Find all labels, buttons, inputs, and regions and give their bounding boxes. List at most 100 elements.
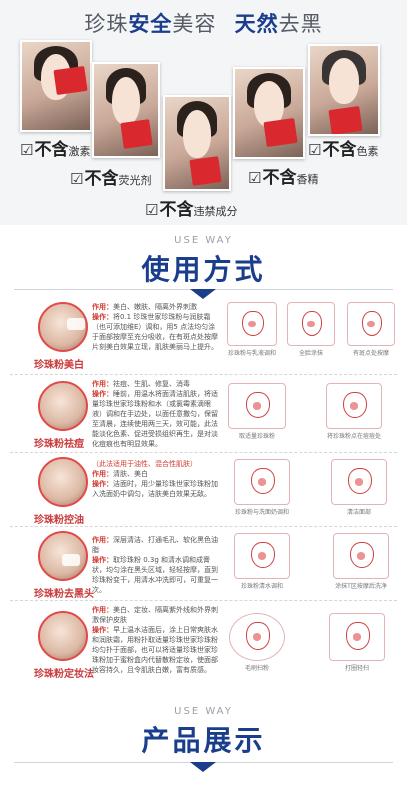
usage-step: 清洁面部 [322, 459, 396, 516]
usage-steps: 珍珠粉清水调和 涂抹T区按摩后洗净 [222, 533, 400, 597]
step-caption: 珍珠粉与洗面奶调和 [234, 509, 289, 516]
method-key: 操作： [92, 556, 113, 564]
headline-part: 去黑 [278, 12, 323, 36]
method-text: 取珍珠粉 0.3g 和清水调和成膏状，均匀涂在黑头区域，轻轻按摩，直到珍珠粉变干… [92, 556, 218, 594]
step-caption: 珍珠粉与乳液调和 [227, 350, 276, 357]
method-key: 操作： [92, 480, 113, 488]
section-subtitle: USE WAY [174, 706, 233, 717]
effect-key: 作用： [92, 536, 113, 544]
headline-part: 天然 [234, 12, 279, 36]
check-icon: ☑ [308, 141, 322, 159]
section-title: 产品展示 [141, 724, 266, 757]
label-big: 不含 [34, 140, 69, 160]
usage-step: 有斑点处按摩 [342, 302, 400, 357]
usage-row-oil-control: 珍珠粉控油 （此法适用于油性、混合性肌肤） 作用：清肤、美白 操作：洁面时，用少… [0, 455, 407, 527]
usage-row-description: 作用：祛痘、生肌、修复、消毒 操作：睡前，用温水将面清洁肌肤，将适量珍珠世家珍珠… [92, 379, 220, 449]
effect-text: 深层清洁、打通毛孔、软化黑色油脂 [92, 536, 218, 554]
usage-row-acne: 珍珠粉祛痘 作用：祛痘、生肌、修复、消毒 操作：睡前，用温水将面清洁肌肤，将适量… [0, 377, 407, 453]
usage-step: 涂抹T区按摩后洗净 [322, 533, 400, 590]
no-banned-ingredients-label: ☑ 不含 违禁成分 [145, 195, 237, 220]
label-big: 不含 [262, 168, 297, 188]
effect-key: 作用： [92, 470, 113, 478]
effect-key: 作用： [92, 606, 113, 614]
no-pigment-label: ☑ 不含 色素 [308, 135, 378, 160]
usage-step: 毛刷扫粉 [222, 613, 292, 672]
usage-row-title: 珍珠粉控油 [34, 515, 84, 526]
effect-key: 作用： [92, 303, 113, 311]
usage-steps: 取适量珍珠粉 将珍珠粉点在痘痘处 [222, 383, 400, 449]
usage-row-title: 珍珠粉定妆法 [34, 669, 94, 680]
model-photo-5 [308, 44, 380, 136]
blackhead-photo [38, 531, 88, 581]
chevron-down-icon [190, 289, 216, 299]
whitening-photo [38, 302, 88, 352]
step-caption: 打圈轻扫 [344, 665, 369, 672]
step-caption: 取适量珍珠粉 [238, 433, 275, 440]
step-caption: 清洁面部 [346, 509, 371, 516]
usage-row-description: 作用：美白、定妆、隔离紫外线和外界刺激保护皮肤 操作：早上温水洁面后，涂上日常爽… [92, 605, 220, 675]
usage-step: 取适量珍珠粉 [222, 383, 292, 440]
oil-control-photo [38, 457, 88, 507]
model-photo-4 [233, 67, 305, 159]
effect-key: 作用： [92, 380, 113, 388]
method-key: 操作： [92, 626, 113, 634]
promo-banner: 珍珠安全美容 天然去黑 ☑ 不含 激素 ☑ 不含 荧光剂 ☑ 不含 违禁成分 ☑ [0, 0, 407, 225]
usage-step: 珍珠粉清水调和 [222, 533, 302, 590]
banner-headline: 珍珠安全美容 天然去黑 [0, 8, 407, 38]
step-caption: 有斑点处按摩 [352, 350, 389, 357]
usage-steps: 毛刷扫粉 打圈轻扫 [222, 613, 400, 679]
model-photo-3 [163, 95, 231, 191]
usage-step: 将珍珠粉点在痘痘处 [312, 383, 396, 440]
usage-row-setting: 珍珠粉定妆法 作用：美白、定妆、隔离紫外线和外界刺激保护皮肤 操作：早上温水洁面… [0, 603, 407, 691]
step-caption: 毛刷扫粉 [244, 665, 269, 672]
method-text: 将0.1 珍珠世家珍珠粉与润肤霜（也可添加维E）调和，用5 点法均匀涂于面部按摩… [92, 313, 218, 351]
usage-steps: 珍珠粉与洗面奶调和 清洁面部 [222, 459, 400, 523]
setting-photo [38, 611, 88, 661]
label-small: 违禁成分 [193, 205, 238, 218]
method-text: 早上温水洁面后，涂上日常爽肤水和润肤霜，用粉扑取适量珍珠世家珍珠粉均匀扑于面部，… [92, 626, 218, 674]
usage-step: 珍珠粉与洗面奶调和 [222, 459, 302, 516]
step-caption: 全脸涂抹 [298, 350, 323, 357]
model-photo-1 [20, 40, 92, 132]
step-caption: 将珍珠粉点在痘痘处 [326, 433, 381, 440]
usage-row-description: （此法适用于油性、混合性肌肤） 作用：清肤、美白 操作：洁面时，用少量珍珠世家珍… [92, 459, 220, 499]
effect-text: 美白、嫩肤、隔离外界刺激 [113, 303, 197, 311]
label-small: 香精 [296, 173, 319, 186]
method-key: 操作： [92, 313, 113, 321]
effect-text: 美白、定妆、隔离紫外线和外界刺激保护皮肤 [92, 606, 218, 624]
usage-row-title: 珍珠粉美白 [34, 360, 84, 371]
usage-row-whitening: 珍珠粉美白 作用：美白、嫩肤、隔离外界刺激 操作：将0.1 珍珠世家珍珠粉与润肤… [0, 300, 407, 375]
usage-steps: 珍珠粉与乳液调和 全脸涂抹 有斑点处按摩 [222, 302, 400, 372]
usage-row-description: 作用：深层清洁、打通毛孔、软化黑色油脂 操作：取珍珠粉 0.3g 和清水调和成膏… [92, 535, 220, 595]
no-hormone-label: ☑ 不含 激素 [20, 135, 90, 160]
check-icon: ☑ [70, 170, 84, 188]
section-subtitle: USE WAY [174, 235, 233, 246]
label-small: 激素 [68, 145, 91, 158]
chevron-down-icon [190, 762, 216, 772]
label-big: 不含 [159, 200, 194, 220]
usage-row-title: 珍珠粉去黑头 [34, 589, 94, 600]
effect-text: 清肤、美白 [113, 470, 148, 478]
step-caption: 涂抹T区按摩后洗净 [335, 583, 387, 590]
label-small: 荧光剂 [118, 174, 152, 187]
label-big: 不含 [84, 169, 119, 189]
effect-text: 祛痘、生肌、修复、消毒 [113, 380, 190, 388]
method-key: 操作： [92, 390, 113, 398]
step-caption: 珍珠粉清水调和 [240, 583, 283, 590]
no-fluorescent-label: ☑ 不含 荧光剂 [70, 164, 151, 189]
usage-row-description: 作用：美白、嫩肤、隔离外界刺激 操作：将0.1 珍珠世家珍珠粉与润肤霜（也可添加… [92, 302, 220, 352]
headline-part: 美容 [172, 12, 217, 36]
check-icon: ☑ [145, 201, 159, 219]
label-small: 色素 [356, 145, 379, 158]
method-text: 洁面时，用少量珍珠世家珍珠粉加入洗面奶中调匀，洁肤美白效果无敌。 [92, 480, 218, 498]
section-title: 使用方式 [141, 253, 266, 286]
label-big: 不含 [322, 140, 357, 160]
headline-part: 珍珠 [84, 12, 129, 36]
method-text: 睡前，用温水将面清洁肌肤，将适量珍珠世家珍珠粉和水（或氯霉素滴眼液）调和在手边处… [92, 390, 218, 448]
usage-section-header: USE WAY 使用方式 [0, 235, 407, 288]
check-icon: ☑ [20, 141, 34, 159]
usage-row-blackhead: 珍珠粉去黑头 作用：深层清洁、打通毛孔、软化黑色油脂 操作：取珍珠粉 0.3g … [0, 529, 407, 601]
applicability-note: （此法适用于油性、混合性肌肤） [92, 460, 197, 468]
no-fragrance-label: ☑ 不含 香精 [248, 163, 318, 188]
usage-row-title: 珍珠粉祛痘 [34, 439, 84, 450]
